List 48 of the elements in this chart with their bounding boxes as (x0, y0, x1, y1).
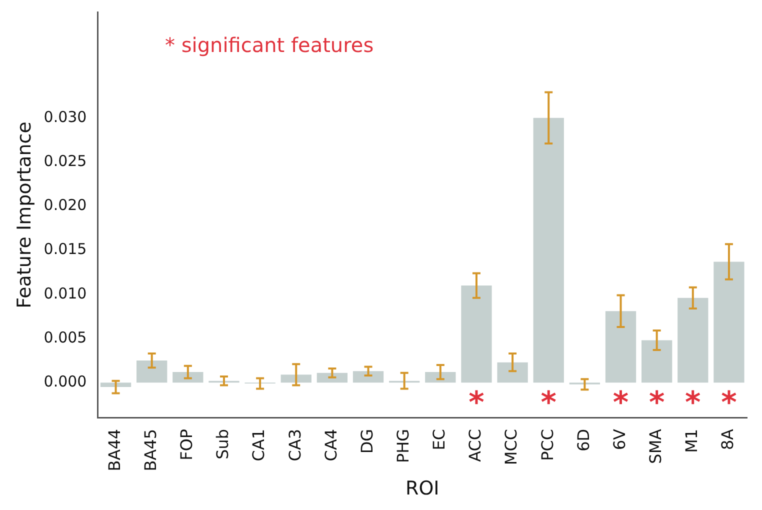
y-tick-label: 0.010 (44, 284, 87, 302)
bar (605, 311, 636, 383)
x-tick-label: ACC (466, 428, 485, 462)
data-label: * (721, 385, 738, 420)
bar (678, 298, 708, 383)
x-tick-label: Sub (213, 428, 232, 460)
data-label: * (685, 385, 702, 420)
x-tick-label: PHG (393, 428, 412, 463)
y-tick-label: 0.030 (44, 108, 87, 126)
y-tick-label: 0.025 (44, 152, 87, 170)
y-tick-label: 0.000 (44, 372, 87, 391)
bar (280, 374, 312, 383)
bar (316, 372, 348, 383)
x-tick-label: 6V (610, 428, 629, 450)
x-tick-label: FOP (177, 428, 196, 460)
y-tick-label: 0.015 (44, 240, 87, 258)
bar (172, 372, 204, 383)
x-tick-label: 8A (718, 428, 738, 450)
y-tick-label: 0.005 (44, 328, 87, 346)
x-tick-label: CA3 (285, 428, 304, 462)
x-tick-label: CA4 (321, 428, 340, 462)
x-tick-label: BA45 (141, 428, 160, 472)
bar (136, 360, 168, 383)
bar (352, 371, 384, 383)
x-tick-label: MCC (502, 428, 521, 466)
bar (100, 382, 132, 388)
data-label: * (540, 385, 557, 420)
x-tick-label: CA1 (249, 428, 268, 462)
data-label: * (648, 385, 665, 420)
x-tick-label: DG (357, 428, 376, 454)
x-tick-label: EC (430, 428, 449, 450)
bar (425, 372, 456, 383)
bar (497, 362, 528, 383)
bar (714, 262, 744, 383)
data-label: * (468, 385, 485, 420)
y-tick-label: 0.020 (44, 196, 87, 214)
x-tick-label: M1 (682, 428, 702, 453)
data-label: * (612, 385, 629, 420)
y-axis-title: Feature Importance (13, 122, 36, 308)
bar (461, 286, 492, 383)
annotation: * significant features (165, 33, 374, 58)
x-axis-title: ROI (405, 478, 440, 500)
x-tick-label: PCC (538, 428, 557, 461)
x-tick-label: BA44 (104, 428, 124, 472)
bar (641, 340, 672, 383)
x-tick-label: 6D (574, 428, 593, 452)
x-tick-label: SMA (646, 428, 665, 464)
bar (533, 118, 564, 383)
